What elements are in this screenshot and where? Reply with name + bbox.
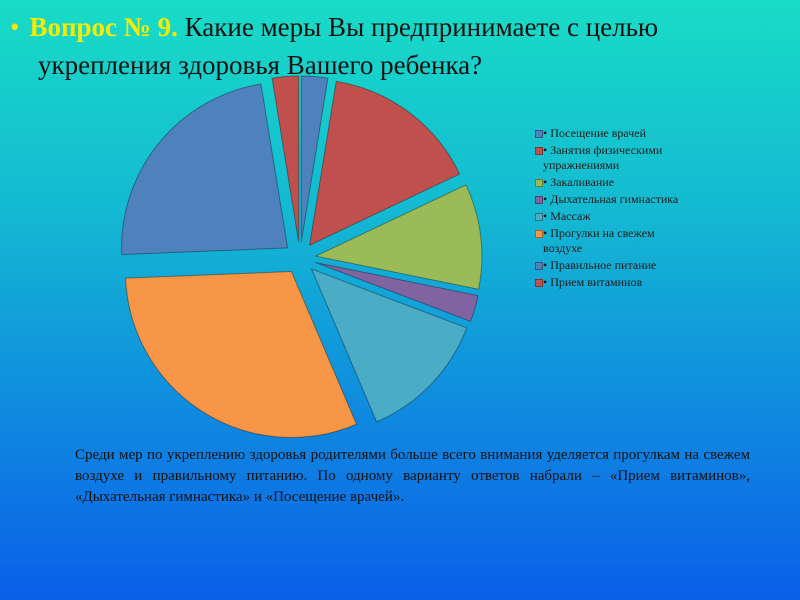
- slide-heading: • Вопрос № 9. Какие меры Вы предпринимает…: [10, 8, 790, 84]
- legend-label: • Прогулки на свежем: [543, 226, 655, 240]
- pie-slice-5: [310, 268, 468, 423]
- legend-swatch: [535, 130, 543, 138]
- legend-label-cont: упражнениями: [543, 158, 620, 172]
- legend-label: • Посещение врачей: [543, 126, 646, 140]
- legend-swatch: [535, 196, 543, 204]
- bullet-marker: •: [10, 12, 20, 42]
- legend-label: • Правильное питание: [543, 258, 657, 272]
- pie-slice-3: [314, 184, 483, 290]
- pie-slice-4: [315, 261, 479, 322]
- legend-swatch: [535, 279, 543, 287]
- pie-slice-1: [300, 75, 329, 243]
- legend-item-8: • Прием витаминов: [535, 275, 740, 290]
- legend-swatch: [535, 230, 543, 238]
- question-text-line1: Какие меры Вы предпринимаете с целью: [184, 12, 659, 42]
- pie-slice-2: [308, 80, 461, 247]
- legend-item-7: • Правильное питание: [535, 258, 740, 273]
- legend-item-1: • Посещение врачей: [535, 126, 740, 141]
- legend-item-6: • Прогулки на свежем воздухе: [535, 226, 740, 256]
- legend-item-3: • Закаливание: [535, 175, 740, 190]
- question-text-line2: укрепления здоровья Вашего ребенка?: [38, 50, 483, 80]
- pie-slice-7: [121, 83, 289, 256]
- legend-label: • Закаливание: [543, 175, 615, 189]
- chart-legend: • Посещение врачей • Занятия физическими у…: [535, 126, 740, 292]
- legend-label: • Массаж: [543, 209, 591, 223]
- legend-label-cont: воздухе: [543, 241, 583, 255]
- legend-label: • Дыхательная гимнастика: [543, 192, 679, 206]
- legend-label: • Прием витаминов: [543, 275, 643, 289]
- conclusion-text: Среди мер по укреплению здоровья родител…: [75, 447, 750, 505]
- legend-label: • Занятия физическими: [543, 143, 663, 157]
- legend-swatch: [535, 262, 543, 270]
- pie-slice-8: [271, 75, 300, 243]
- legend-swatch: [535, 213, 543, 221]
- question-number: Вопрос № 9.: [29, 12, 178, 42]
- legend-swatch: [535, 179, 543, 187]
- legend-item-4: • Дыхательная гимнастика: [535, 192, 740, 207]
- legend-swatch: [535, 147, 543, 155]
- pie-slice-6: [125, 271, 358, 439]
- legend-item-5: • Массаж: [535, 209, 740, 224]
- legend-item-2: • Занятия физическими упражнениями: [535, 143, 740, 173]
